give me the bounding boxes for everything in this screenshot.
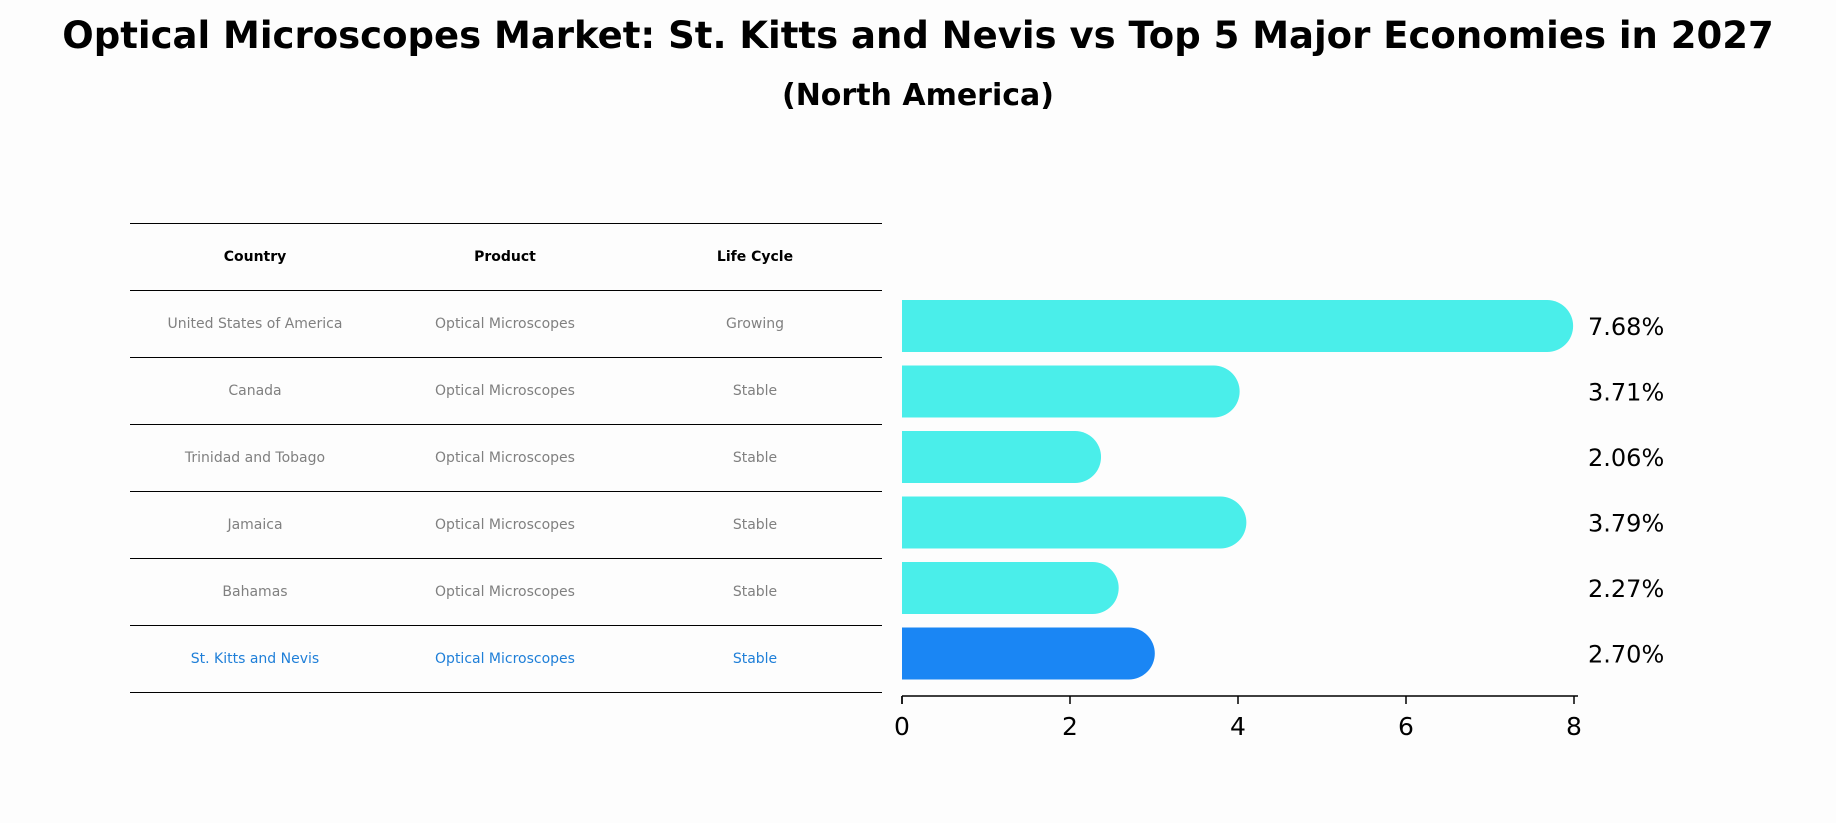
x-tick-label: 4 <box>1230 712 1246 741</box>
x-tick-label: 2 <box>1062 712 1078 741</box>
country-cell: Canada <box>228 383 282 399</box>
x-tick-label: 8 <box>1566 712 1582 741</box>
life-cycle-cell: Stable <box>732 450 778 466</box>
product-cell: Optical Microscopes <box>435 383 575 399</box>
country-cell: Bahamas <box>222 584 288 600</box>
value-label: 3.71% <box>1588 379 1664 407</box>
chart-title: Optical Microscopes Market: St. Kitts an… <box>62 14 1774 57</box>
data-table: Country Product Life Cycle United States… <box>130 223 882 693</box>
value-label: 2.06% <box>1588 444 1664 472</box>
table-row: United States of America Optical Microsc… <box>130 291 882 358</box>
bar <box>902 496 1247 549</box>
country-cell: St. Kitts and Nevis <box>190 651 320 667</box>
table-header-row: Country Product Life Cycle <box>130 224 882 291</box>
life-cycle-cell: Growing <box>726 316 784 332</box>
country-cell: Jamaica <box>227 517 283 533</box>
value-label: 7.68% <box>1588 313 1664 341</box>
life-cycle-cell: Stable <box>732 584 778 600</box>
product-cell: Optical Microscopes <box>435 450 575 466</box>
x-tick-label: 6 <box>1398 712 1414 741</box>
product-cell: Optical Microscopes <box>435 316 575 332</box>
country-cell: Trinidad and Tobago <box>184 450 326 466</box>
product-cell: Optical Microscopes <box>435 517 575 533</box>
bar <box>902 365 1240 418</box>
bar <box>902 562 1119 614</box>
table-row: Canada Optical Microscopes Stable <box>130 358 882 425</box>
life-cycle-cell: Stable <box>732 651 778 667</box>
value-label: 3.79% <box>1588 510 1664 538</box>
life-cycle-cell: Stable <box>732 383 778 399</box>
product-cell: Optical Microscopes <box>435 651 575 667</box>
table-row: Bahamas Optical Microscopes Stable <box>130 559 882 626</box>
life-cycle-cell: Stable <box>732 517 778 533</box>
x-tick-label: 0 <box>894 712 910 741</box>
chart-subtitle: (North America) <box>781 78 1054 113</box>
bar <box>902 300 1574 352</box>
table-row: Trinidad and Tobago Optical Microscopes … <box>130 425 882 492</box>
bar <box>902 431 1102 483</box>
value-label: 2.27% <box>1588 575 1664 603</box>
header-country: Country <box>223 249 287 265</box>
product-cell: Optical Microscopes <box>435 584 575 600</box>
header-life-cycle: Life Cycle <box>716 249 794 265</box>
table-row: Jamaica Optical Microscopes Stable <box>130 492 882 559</box>
country-cell: United States of America <box>167 316 343 332</box>
table-row-highlight: St. Kitts and Nevis Optical Microscopes … <box>130 626 882 693</box>
bar <box>902 627 1155 680</box>
value-label: 2.70% <box>1588 641 1664 669</box>
header-product: Product <box>474 249 536 265</box>
